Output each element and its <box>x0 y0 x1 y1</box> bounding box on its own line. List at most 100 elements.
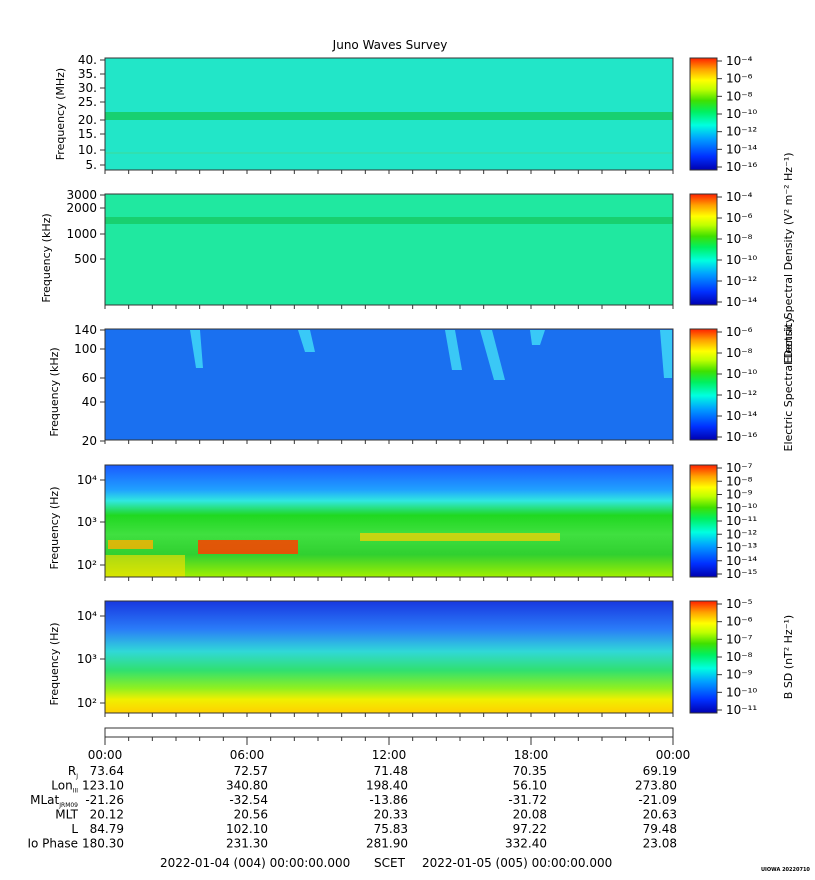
panel-1-yticks: 40.35.30.25. 20.15. 10.5. <box>78 53 674 174</box>
ephemeris-row-label: MLT <box>55 808 78 822</box>
colorbar-tick-label: 10⁻⁶ <box>726 211 753 225</box>
ephemeris-table: RJ 73.64 72.57 71.48 70.35 69.19 LonIII 123.10 3… <box>27 764 677 851</box>
ytick-label: 1000 <box>66 227 97 241</box>
ytick-label: 20 <box>82 434 97 448</box>
panel-1: 40.35.30.25.20.15.10.5. Frequency (MHz) … <box>54 53 757 174</box>
panel-3-colorbar <box>689 328 718 441</box>
ytick-label: 10⁴ <box>77 473 97 487</box>
ephemeris-value: 75.83 <box>374 822 408 836</box>
panel-1-colorbar-ticks: 10⁻⁴ 10⁻⁶ 10⁻⁸ 10⁻¹⁰ 10⁻¹² 10⁻¹⁴ 10⁻¹⁶ <box>717 54 757 174</box>
ytick-label: 10² <box>77 558 97 572</box>
ephemeris-value: 70.35 <box>513 764 547 778</box>
ytick-label: 10³ <box>77 515 97 529</box>
panel-2-colorbar-ticks: 10⁻⁴ 10⁻⁶ 10⁻⁸ 10⁻¹⁰ 10⁻¹² 10⁻¹⁴ <box>717 190 757 309</box>
ephemeris-value: 20.33 <box>374 808 408 822</box>
ephemeris-value: 97.22 <box>513 822 547 836</box>
colorbar-tick-label: 10⁻¹² <box>726 274 757 288</box>
colorbar-tick-label: 10⁻¹⁰ <box>726 253 757 267</box>
panel-1-colorbar <box>689 57 718 171</box>
panel-5-ylabel: Frequency (Hz) <box>48 623 61 706</box>
panel-3-colorbar-ticks: 10⁻⁶ 10⁻⁸ 10⁻¹⁰ 10⁻¹² 10⁻¹⁴ 10⁻¹⁶ <box>717 325 757 444</box>
ephemeris-row-label: LonIII <box>51 779 78 795</box>
panel-5-spectrogram <box>105 601 673 713</box>
ephemeris-value: 79.48 <box>643 822 677 836</box>
panel-3-ylabel: Frequency (kHz) <box>48 347 61 436</box>
colorbar-tick-label: 10⁻⁴ <box>726 190 753 204</box>
ephemeris-value: 273.80 <box>635 779 677 793</box>
ephemeris-value: -32.54 <box>229 793 268 807</box>
panel-1-band-21mhz <box>105 112 673 120</box>
colorbar-tick-label: 10⁻⁹ <box>726 488 753 502</box>
ephemeris-value: 20.56 <box>234 808 268 822</box>
ytick-label: 20. <box>78 113 97 127</box>
colorbar-tick-label: 10⁻¹² <box>726 388 757 402</box>
colorbar-tick-label: 10⁻⁶ <box>726 72 753 86</box>
ephemeris-value: 198.40 <box>366 779 408 793</box>
panel-4-ylabel: Frequency (Hz) <box>48 487 61 570</box>
panel-1-band-weak <box>105 152 673 154</box>
colorbar-tick-label: 10⁻¹¹ <box>726 703 757 717</box>
colorbar-tick-label: 10⁻¹² <box>726 527 757 541</box>
time-axis-labels: 00:00 06:00 12:00 18:00 00:00 <box>88 748 691 762</box>
panel-5-colorbar-ticks: 10⁻⁵ 10⁻⁶ 10⁻⁷ 10⁻⁸ 10⁻⁹ 10⁻¹⁰ 10⁻¹¹ <box>717 597 757 717</box>
panel-5-yticks: 10⁴ 10³ 10² <box>77 609 674 717</box>
colorbar-tick-label: 10⁻⁷ <box>726 632 753 646</box>
time-tick-label: 00:00 <box>656 748 691 762</box>
colorbar-tick-label: 10⁻⁴ <box>726 54 753 68</box>
ephemeris-value: 123.10 <box>82 779 124 793</box>
scet-label: SCET <box>374 856 406 870</box>
time-tick-label: 06:00 <box>230 748 265 762</box>
colorbar-tick-label: 10⁻⁶ <box>726 325 753 339</box>
ephemeris-row-label: L <box>71 822 78 836</box>
colorbar-label-top: Electric Spectral Density (V² m⁻² Hz⁻¹) <box>782 152 795 363</box>
ytick-label: 35. <box>78 67 97 81</box>
panel-3-bursts <box>190 330 672 380</box>
ephemeris-value: 281.90 <box>366 837 408 851</box>
ephemeris-value: 20.08 <box>513 808 547 822</box>
time-tick-label: 12:00 <box>372 748 407 762</box>
panel-2-colorbar <box>689 193 718 306</box>
ephemeris-value: 102.10 <box>226 822 268 836</box>
ephemeris-value: -21.26 <box>85 793 124 807</box>
time-axis-ticks <box>104 737 674 745</box>
ytick-label: 10³ <box>77 652 97 666</box>
colorbar-tick-label: 10⁻¹¹ <box>726 514 757 528</box>
ytick-label: 10⁴ <box>77 609 97 623</box>
ephemeris-value: 20.12 <box>90 808 124 822</box>
ytick-label: 10² <box>77 696 97 710</box>
end-time: 2022-01-05 (005) 00:00:00.000 <box>422 856 612 870</box>
time-axis-box <box>104 727 674 738</box>
ytick-label: 3000 <box>66 188 97 202</box>
colorbar-tick-label: 10⁻¹⁴ <box>726 409 757 423</box>
colorbar-tick-label: 10⁻⁸ <box>726 89 753 103</box>
ephemeris-value: -31.72 <box>508 793 547 807</box>
ytick-label: 500 <box>74 252 97 266</box>
ephemeris-value: 71.48 <box>374 764 408 778</box>
ytick-label: 140 <box>74 323 97 337</box>
ephemeris-value: 69.19 <box>643 764 677 778</box>
ephemeris-value: 23.08 <box>643 837 677 851</box>
colorbar-tick-label: 10⁻⁸ <box>726 232 753 246</box>
footer-tag: UIOWA 20220710 <box>761 867 810 873</box>
ephemeris-value: 332.40 <box>505 837 547 851</box>
panel-2-band-1500khz <box>105 217 673 224</box>
colorbar-tick-label: 10⁻⁸ <box>726 650 753 664</box>
ytick-label: 60 <box>82 371 97 385</box>
colorbar-label-bsd: B SD (nT² Hz⁻¹) <box>782 615 795 699</box>
ytick-label: 30. <box>78 81 97 95</box>
time-tick-label: 18:00 <box>514 748 549 762</box>
ytick-label: 5. <box>86 158 97 172</box>
ephemeris-row-label: RJ <box>68 764 78 780</box>
ephemeris-value: -13.86 <box>369 793 408 807</box>
colorbar-tick-label: 10⁻⁶ <box>726 615 753 629</box>
ytick-label: 40. <box>78 53 97 67</box>
colorbar-tick-label: 10⁻¹⁴ <box>726 554 757 568</box>
colorbar-tick-label: 10⁻⁷ <box>726 461 753 475</box>
colorbar-label-mid: Electric Spectral Density <box>782 316 795 451</box>
colorbar-tick-label: 10⁻⁸ <box>726 346 753 360</box>
